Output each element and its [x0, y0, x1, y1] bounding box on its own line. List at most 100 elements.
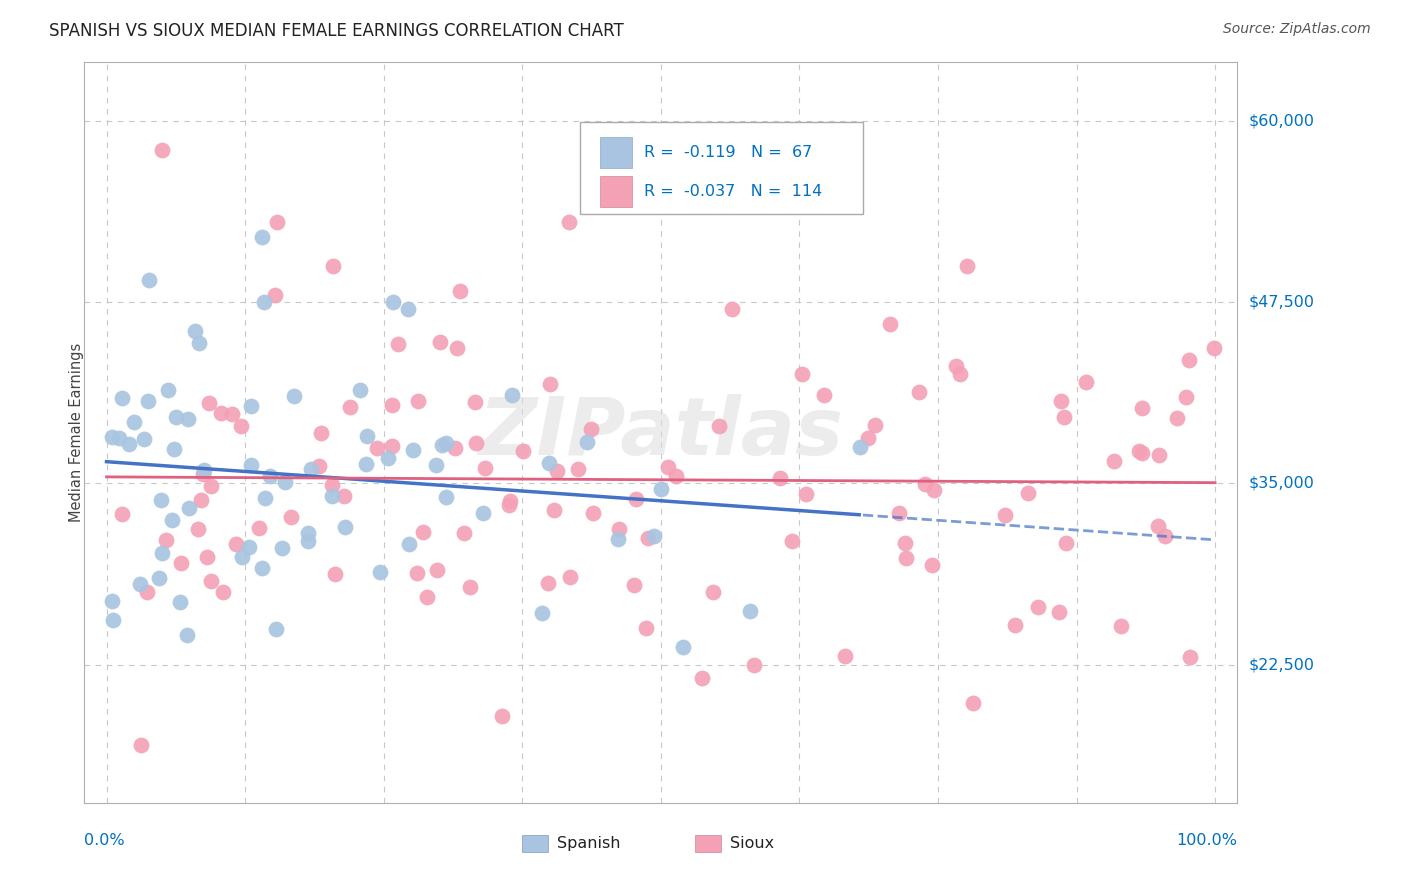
Point: [200, 479, 222, 493]
Text: $60,000: $60,000: [1249, 113, 1315, 128]
Point: [531, 606, 554, 620]
Y-axis label: Median Female Earnings: Median Female Earnings: [69, 343, 83, 522]
Point: [177, 501, 200, 516]
Point: [434, 436, 457, 450]
Text: 0.0%: 0.0%: [84, 833, 125, 848]
Point: [650, 482, 672, 496]
Point: [560, 570, 582, 584]
Point: [434, 490, 457, 504]
Point: [247, 521, 270, 535]
Point: [962, 696, 984, 710]
Point: [308, 458, 330, 473]
Point: [643, 529, 665, 543]
Point: [212, 585, 235, 599]
Point: [607, 522, 630, 536]
Point: [259, 468, 281, 483]
Point: [283, 389, 305, 403]
Point: [540, 377, 562, 392]
Bar: [696, 836, 721, 852]
Point: [129, 738, 152, 752]
Point: [221, 407, 243, 421]
Point: [101, 593, 124, 607]
Point: [225, 537, 247, 551]
Point: [297, 526, 319, 541]
Point: [1054, 536, 1077, 550]
Point: [406, 394, 429, 409]
Point: [187, 335, 209, 350]
Point: [136, 585, 159, 599]
Point: [1017, 486, 1039, 500]
Point: [1154, 529, 1177, 543]
Point: [579, 422, 602, 436]
Point: [177, 411, 200, 425]
Point: [266, 215, 288, 229]
Point: [1178, 353, 1201, 368]
Point: [945, 359, 967, 374]
Point: [416, 590, 439, 604]
Point: [813, 388, 835, 402]
Point: [721, 302, 744, 317]
Point: [136, 393, 159, 408]
Point: [211, 406, 233, 420]
Point: [1004, 617, 1026, 632]
Point: [280, 510, 302, 524]
Point: [768, 471, 790, 485]
Point: [162, 513, 184, 527]
Point: [254, 491, 277, 505]
Text: R =  -0.037   N =  114: R = -0.037 N = 114: [644, 185, 821, 199]
Point: [453, 526, 475, 541]
Point: [1175, 390, 1198, 404]
Point: [150, 545, 173, 559]
Point: [229, 419, 252, 434]
Point: [465, 436, 488, 450]
Point: [498, 498, 520, 512]
Point: [377, 451, 399, 466]
Point: [1111, 619, 1133, 633]
Point: [908, 384, 931, 399]
Bar: [600, 177, 633, 207]
Point: [270, 541, 292, 555]
Point: [582, 506, 605, 520]
Point: [354, 457, 377, 471]
Point: [893, 536, 915, 550]
Point: [692, 671, 714, 685]
Point: [702, 585, 724, 599]
Point: [887, 506, 910, 520]
Point: [994, 508, 1017, 522]
Point: [501, 388, 523, 402]
Point: [240, 458, 263, 472]
Point: [169, 595, 191, 609]
Point: [1047, 606, 1070, 620]
Text: SPANISH VS SIOUX MEDIAN FEMALE EARNINGS CORRELATION CHART: SPANISH VS SIOUX MEDIAN FEMALE EARNINGS …: [49, 22, 624, 40]
Point: [1053, 409, 1076, 424]
Point: [1028, 599, 1050, 614]
Point: [922, 483, 945, 497]
Text: Spanish: Spanish: [557, 836, 620, 851]
Text: Sioux: Sioux: [730, 836, 775, 851]
Point: [250, 229, 273, 244]
Point: [274, 475, 297, 489]
Point: [849, 441, 872, 455]
Point: [156, 383, 179, 397]
Point: [198, 396, 221, 410]
Point: [894, 551, 917, 566]
Text: $35,000: $35,000: [1249, 476, 1315, 491]
Point: [387, 336, 409, 351]
Point: [1178, 650, 1201, 665]
Text: ZIPatlas: ZIPatlas: [478, 393, 844, 472]
Point: [165, 409, 187, 424]
Point: [856, 430, 879, 444]
Point: [1147, 448, 1170, 462]
Point: [263, 287, 285, 301]
Point: [657, 460, 679, 475]
Text: 100.0%: 100.0%: [1177, 833, 1237, 848]
Point: [792, 367, 814, 381]
Point: [1147, 518, 1170, 533]
Point: [834, 648, 856, 663]
Point: [623, 578, 645, 592]
Point: [321, 488, 343, 502]
Point: [321, 478, 343, 492]
Point: [537, 576, 560, 591]
Point: [231, 549, 253, 564]
Point: [744, 658, 766, 673]
